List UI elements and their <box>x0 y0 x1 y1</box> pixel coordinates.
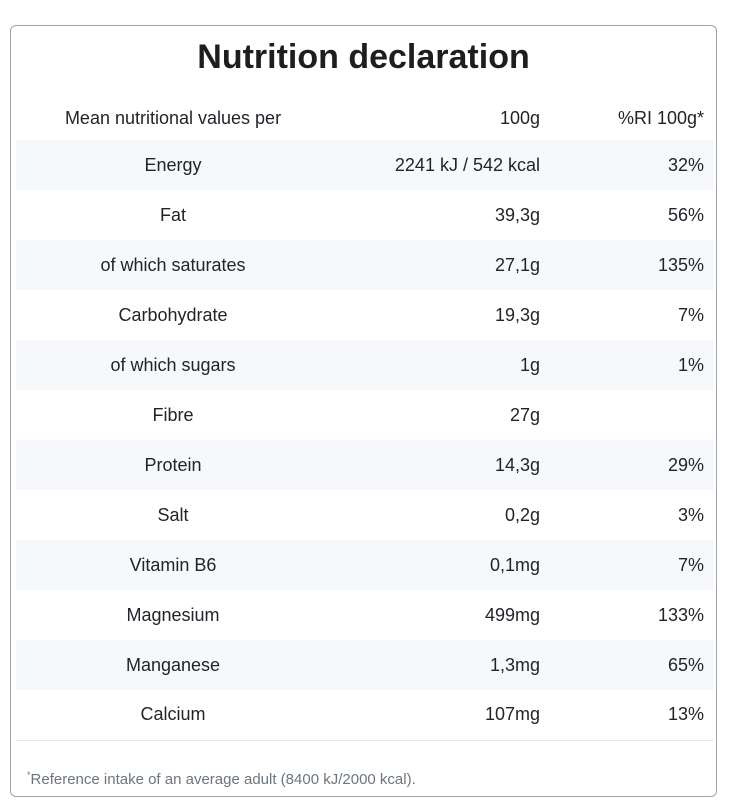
nutrient-value: 0,1mg <box>330 540 550 590</box>
table-row: Carbohydrate 19,3g 7% <box>16 290 714 340</box>
nutrient-value: 107mg <box>330 690 550 741</box>
table-row: Manganese 1,3mg 65% <box>16 640 714 690</box>
nutrient-value: 1,3mg <box>330 640 550 690</box>
nutrient-name: Fat <box>159 204 186 225</box>
nutrition-card: Nutrition declaration Mean nutritional v… <box>10 25 717 797</box>
nutrient-name: of which sugars <box>16 340 330 390</box>
nutrient-name: Protein <box>16 440 330 490</box>
table-row: of which saturates 27,1g 135% <box>16 240 714 290</box>
nutrient-ri: 56% <box>667 204 704 225</box>
header-ri: %RI 100g* <box>617 107 704 128</box>
nutrient-name: of which saturates <box>16 240 330 290</box>
nutrient-ri: 13% <box>550 690 714 741</box>
nutrient-name: Carbohydrate <box>118 304 228 325</box>
nutrient-value: 499mg <box>484 604 540 625</box>
nutrient-value: 27g <box>509 404 540 425</box>
nutrient-ri: 65% <box>550 640 714 690</box>
footnote-text: Reference intake of an average adult (84… <box>30 771 416 788</box>
table-row: Fat 39,3g 56% <box>16 190 714 240</box>
table-row: Fibre 27g <box>16 390 714 440</box>
nutrient-ri: 135% <box>550 240 714 290</box>
nutrient-name: Manganese <box>16 640 330 690</box>
nutrient-name: Fibre <box>152 404 194 425</box>
nutrient-name: Energy <box>16 140 330 190</box>
table-row: Salt 0,2g 3% <box>16 490 714 540</box>
nutrient-ri: 29% <box>550 440 714 490</box>
nutrient-value: 19,3g <box>494 304 540 325</box>
page-title: Nutrition declaration <box>197 38 530 76</box>
nutrient-ri: 7% <box>677 304 704 325</box>
table-row: of which sugars 1g 1% <box>16 340 714 390</box>
nutrient-ri: 7% <box>550 540 714 590</box>
table-row: Vitamin B6 0,1mg 7% <box>16 540 714 590</box>
table-row: Protein 14,3g 29% <box>16 440 714 490</box>
nutrient-value: 1g <box>330 340 550 390</box>
nutrient-name: Calcium <box>16 690 330 741</box>
nutrient-value: 14,3g <box>330 440 550 490</box>
header-name: Mean nutritional values per <box>64 107 282 128</box>
footnote-mark: * <box>27 770 31 780</box>
header-value: 100g <box>499 107 540 128</box>
nutrient-name: Salt <box>157 504 189 525</box>
nutrient-value: 2241 kJ / 542 kcal <box>330 140 550 190</box>
nutrient-ri: 3% <box>677 504 704 525</box>
table-row: Calcium 107mg 13% <box>16 690 714 741</box>
table-header-row: Mean nutritional values per 100g %RI 100… <box>16 96 714 140</box>
nutrient-name: Vitamin B6 <box>16 540 330 590</box>
nutrient-value: 39,3g <box>494 204 540 225</box>
nutrient-name: Magnesium <box>126 604 220 625</box>
nutrient-ri <box>550 390 714 440</box>
nutrient-ri: 1% <box>550 340 714 390</box>
table-row: Magnesium 499mg 133% <box>16 590 714 640</box>
nutrition-table: Mean nutritional values per 100g %RI 100… <box>16 96 714 741</box>
table-row: Energy 2241 kJ / 542 kcal 32% <box>16 140 714 190</box>
nutrient-ri: 133% <box>657 604 704 625</box>
footnote: *Reference intake of an average adult (8… <box>27 770 416 788</box>
nutrient-ri: 32% <box>550 140 714 190</box>
nutrient-value: 0,2g <box>504 504 540 525</box>
nutrient-value: 27,1g <box>330 240 550 290</box>
